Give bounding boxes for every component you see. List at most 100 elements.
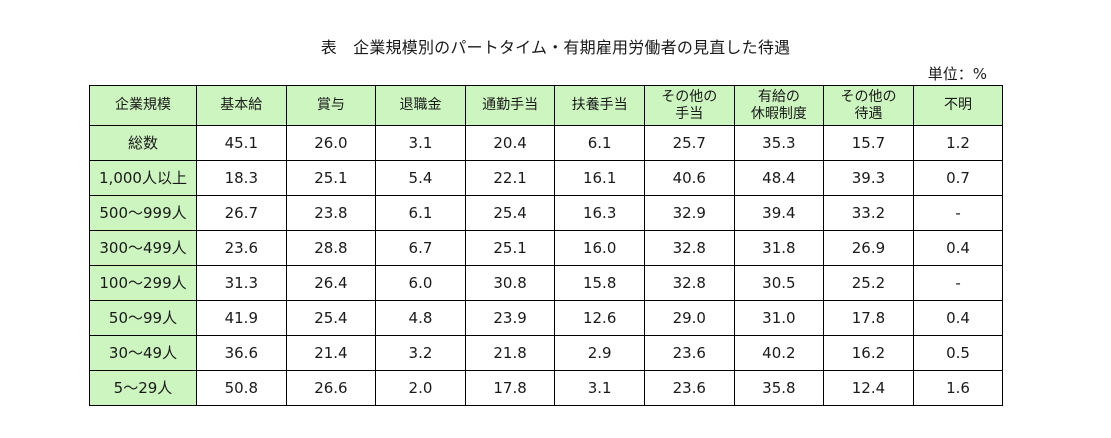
- table-cell: 1.2: [912, 125, 1004, 161]
- table-cell: 25.4: [285, 300, 377, 336]
- table-cell: -: [912, 195, 1004, 231]
- table-cell: 29.0: [643, 300, 735, 336]
- table-cell: 32.9: [643, 195, 735, 231]
- table-cell: 2.9: [554, 335, 645, 371]
- column-header-line: 賞与: [316, 97, 345, 113]
- table-cell: 18.3: [196, 160, 287, 196]
- table-row: 50～99人 41.9 25.4 4.8 23.9 12.6 29.0 31.0 17.8 0.4: [89, 300, 1004, 336]
- table-cell: 31.8: [733, 230, 825, 266]
- table-cell: 41.9: [196, 300, 287, 336]
- table-cell: 16.3: [554, 195, 645, 231]
- table-cell: 26.0: [285, 125, 377, 161]
- column-header-text: 有給の 休暇制度: [751, 89, 807, 123]
- row-label: 50～99人: [89, 300, 197, 336]
- column-header-line: 扶養手当: [571, 97, 628, 113]
- row-label: 1,000人以上: [89, 160, 197, 196]
- column-header-text: その他の 手当: [661, 89, 717, 123]
- table-row: 100～299人 31.3 26.4 6.0 30.8 15.8 32.8 30.5 25.2-: [89, 265, 1004, 301]
- row-label: 300～499人: [89, 230, 197, 266]
- table-cell: 6.1: [375, 195, 466, 231]
- column-header: 企業規模: [89, 85, 197, 126]
- table-row: 5～29人 50.8 26.6 2.0 17.8 3.1 23.6 35.8 12.4 1.6: [89, 370, 1004, 406]
- column-header-text: 扶養手当: [572, 97, 628, 114]
- column-header: その他の 手当: [643, 85, 735, 126]
- table-cell: 16.0: [554, 230, 645, 266]
- table-cell: 40.2: [733, 335, 825, 371]
- column-header: 賞与: [285, 85, 377, 126]
- column-header: 通勤手当: [464, 85, 556, 126]
- column-header-line: 基本給: [220, 97, 263, 113]
- unit-label: 単位：%: [927, 65, 987, 83]
- table-cell: 23.6: [643, 370, 735, 406]
- column-header-line: 退職金: [399, 97, 442, 113]
- table-cell: 30.5: [733, 265, 825, 301]
- table-cell: 33.2: [823, 195, 914, 231]
- table-cell: 0.4: [912, 300, 1004, 336]
- table-row: 30～49人 36.6 21.4 3.2 21.8 2.9 23.6 40.2 16.2 0.5: [89, 335, 1004, 371]
- table-row: 500～999人 26.7 23.8 6.1 25.4 16.3 32.9 39.4 33.2-: [89, 195, 1004, 231]
- table-cell: 3.1: [375, 125, 466, 161]
- table-cell: 25.1: [464, 230, 556, 266]
- row-label: 総数: [89, 125, 197, 161]
- column-header-line: 有給の: [757, 88, 800, 105]
- table-cell: 2.0: [375, 370, 466, 406]
- table-header: 企業規模 基本給 賞与 退職金 通勤手当 扶養手当 その他の 手当 有給の 休暇制度 その他の 待遇不…: [89, 85, 1004, 126]
- table-cell: 35.3: [733, 125, 825, 161]
- table-cell: 15.8: [554, 265, 645, 301]
- table-cell: 25.7: [643, 125, 735, 161]
- row-label: 500～999人: [89, 195, 197, 231]
- header-row: 企業規模 基本給 賞与 退職金 通勤手当 扶養手当 その他の 手当 有給の 休暇制度 その他の 待遇不…: [89, 85, 1004, 126]
- column-header: 有給の 休暇制度: [733, 85, 825, 126]
- table-cell: 39.4: [733, 195, 825, 231]
- column-header: 退職金: [375, 85, 466, 126]
- table-cell: 0.7: [912, 160, 1004, 196]
- column-header-line: その他の: [840, 88, 897, 105]
- table-row: 1,000人以上 18.3 25.1 5.4 22.1 16.1 40.6 48.4 39.3 0…: [89, 160, 1004, 196]
- table-cell: 17.8: [823, 300, 914, 336]
- column-header-text: 企業規模: [115, 97, 171, 114]
- table-cell: 31.0: [733, 300, 825, 336]
- table-cell: 26.4: [285, 265, 377, 301]
- table-cell: 31.3: [196, 265, 287, 301]
- column-header: 不明: [912, 85, 1004, 126]
- table-cell: 48.4: [733, 160, 825, 196]
- table-cell: 35.8: [733, 370, 825, 406]
- table-cell: 5.4: [375, 160, 466, 196]
- table-cell: 12.4: [823, 370, 914, 406]
- table-cell: 28.8: [285, 230, 377, 266]
- table-cell: 15.7: [823, 125, 914, 161]
- column-header-text: 通勤手当: [482, 97, 538, 114]
- table-cell: 32.8: [643, 230, 735, 266]
- table-cell: 16.1: [554, 160, 645, 196]
- table-cell: 50.8: [196, 370, 287, 406]
- table-cell: 20.4: [464, 125, 556, 161]
- column-header-text: 賞与: [317, 97, 345, 114]
- table-cell: 26.9: [823, 230, 914, 266]
- table-cell: 40.6: [643, 160, 735, 196]
- table-cell: 12.6: [554, 300, 645, 336]
- table-cell: 6.7: [375, 230, 466, 266]
- table-cell: 32.8: [643, 265, 735, 301]
- table-title: 表 企業規模別のパートタイム・有期雇用労働者の見直した待遇: [320, 38, 791, 57]
- table-cell: 21.8: [464, 335, 556, 371]
- column-header-text: 基本給: [220, 97, 262, 114]
- table-cell: 23.8: [285, 195, 377, 231]
- table-cell: 26.6: [285, 370, 377, 406]
- table-cell: 30.8: [464, 265, 556, 301]
- table-cell: 3.2: [375, 335, 466, 371]
- table-row: 総数 45.1 26.0 3.1 20.4 6.1 25.7 35.3 15.7 1.2: [89, 125, 1004, 161]
- table-cell: 6.0: [375, 265, 466, 301]
- column-header-text: 不明: [944, 97, 972, 114]
- table-cell: 22.1: [464, 160, 556, 196]
- table-cell: 25.2: [823, 265, 914, 301]
- table-cell: 45.1: [196, 125, 287, 161]
- table-cell: 36.6: [196, 335, 287, 371]
- table-cell: 4.8: [375, 300, 466, 336]
- table-cell: 23.6: [196, 230, 287, 266]
- table-cell: 17.8: [464, 370, 556, 406]
- table-cell: 3.1: [554, 370, 645, 406]
- column-header-line: 休暇制度: [750, 105, 807, 122]
- table-cell: 21.4: [285, 335, 377, 371]
- column-header: 扶養手当: [554, 85, 645, 126]
- table-cell: 39.3: [823, 160, 914, 196]
